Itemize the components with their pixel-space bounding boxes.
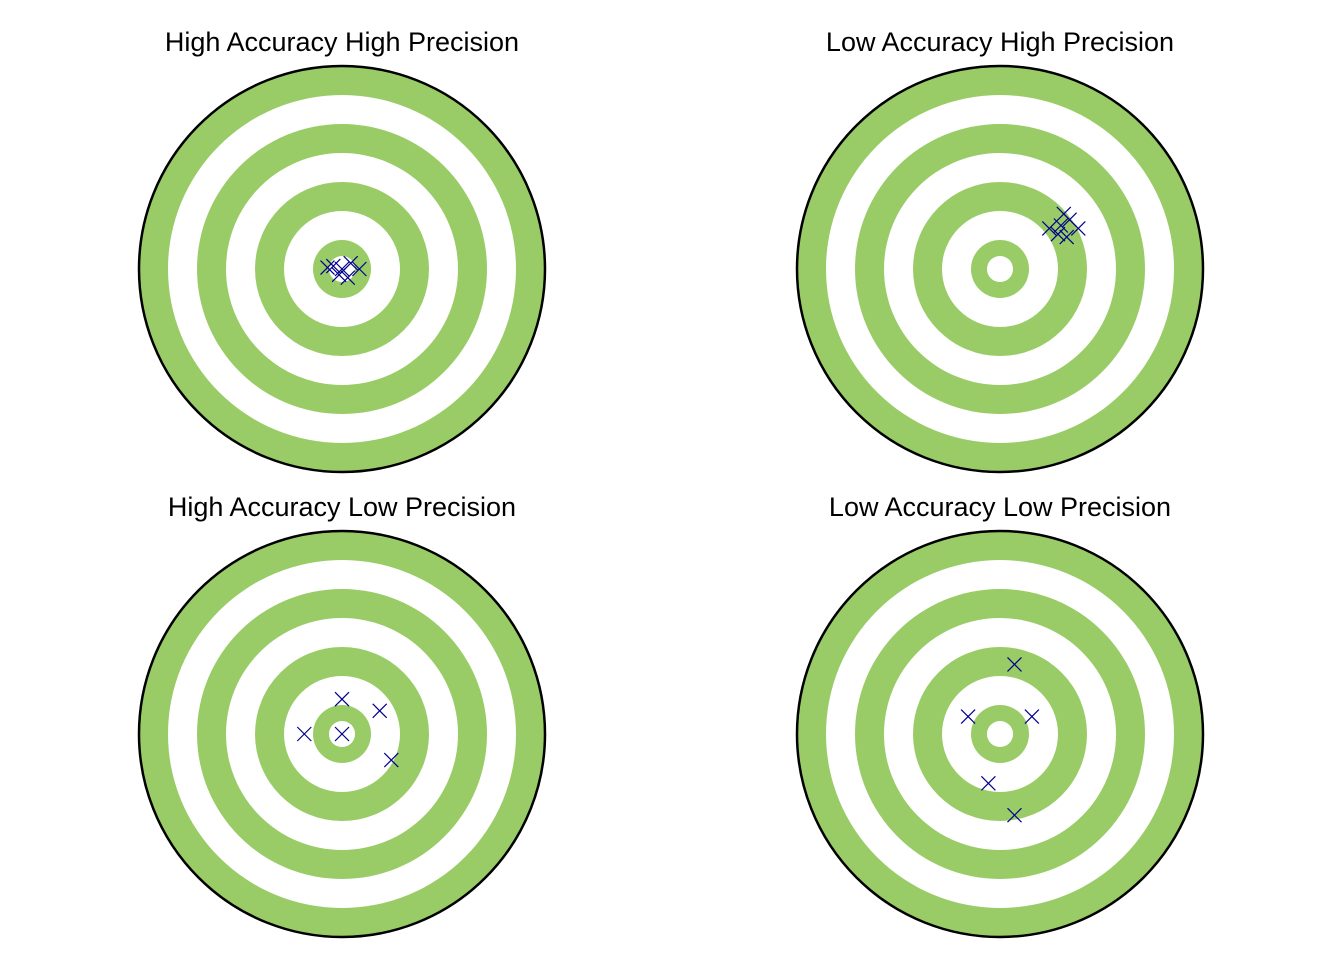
hit-marker <box>1070 220 1086 236</box>
chart-title: Low Accuracy High Precision <box>825 27 1175 57</box>
hit-marker <box>1007 656 1022 672</box>
hit-marker <box>334 726 350 742</box>
hit-marker <box>1050 226 1066 242</box>
hit-marker <box>980 775 996 791</box>
chart-title: High Accuracy Low Precision <box>167 492 517 522</box>
hit-marker <box>1059 229 1075 245</box>
hit-marker <box>383 752 399 768</box>
bullseye-center <box>986 255 1014 283</box>
target-panel-2: Low Accuracy High Precision <box>780 0 1220 474</box>
target-plot <box>795 64 1205 474</box>
target-plot <box>137 64 547 474</box>
hit-marker <box>320 260 335 275</box>
hit-marker <box>331 267 347 283</box>
hit-marker <box>1053 218 1069 233</box>
chart-title: High Accuracy High Precision <box>164 27 520 57</box>
hit-marker <box>960 709 976 725</box>
hit-marker <box>351 261 367 277</box>
target-panel-3: High Accuracy Low Precision <box>122 465 562 939</box>
hit-marker <box>325 258 341 274</box>
hit-marker <box>1024 709 1040 725</box>
target-panel-4: Low Accuracy Low Precision <box>780 465 1220 939</box>
bullseye-center <box>986 720 1014 748</box>
target-plot <box>795 529 1205 939</box>
hit-marker <box>1007 807 1022 823</box>
target-outline <box>137 529 547 939</box>
hit-marker <box>1056 206 1072 222</box>
chart-title: Low Accuracy Low Precision <box>828 492 1172 522</box>
target-plot <box>137 529 547 939</box>
target-panel-1: High Accuracy High Precision <box>122 0 562 474</box>
hit-marker <box>340 270 356 286</box>
hit-marker <box>372 703 388 719</box>
target-outline <box>795 529 1205 939</box>
target-outline <box>137 64 547 474</box>
hit-marker <box>334 691 350 707</box>
target-outline <box>795 64 1205 474</box>
hit-marker <box>296 726 312 742</box>
hit-marker <box>1041 220 1057 236</box>
